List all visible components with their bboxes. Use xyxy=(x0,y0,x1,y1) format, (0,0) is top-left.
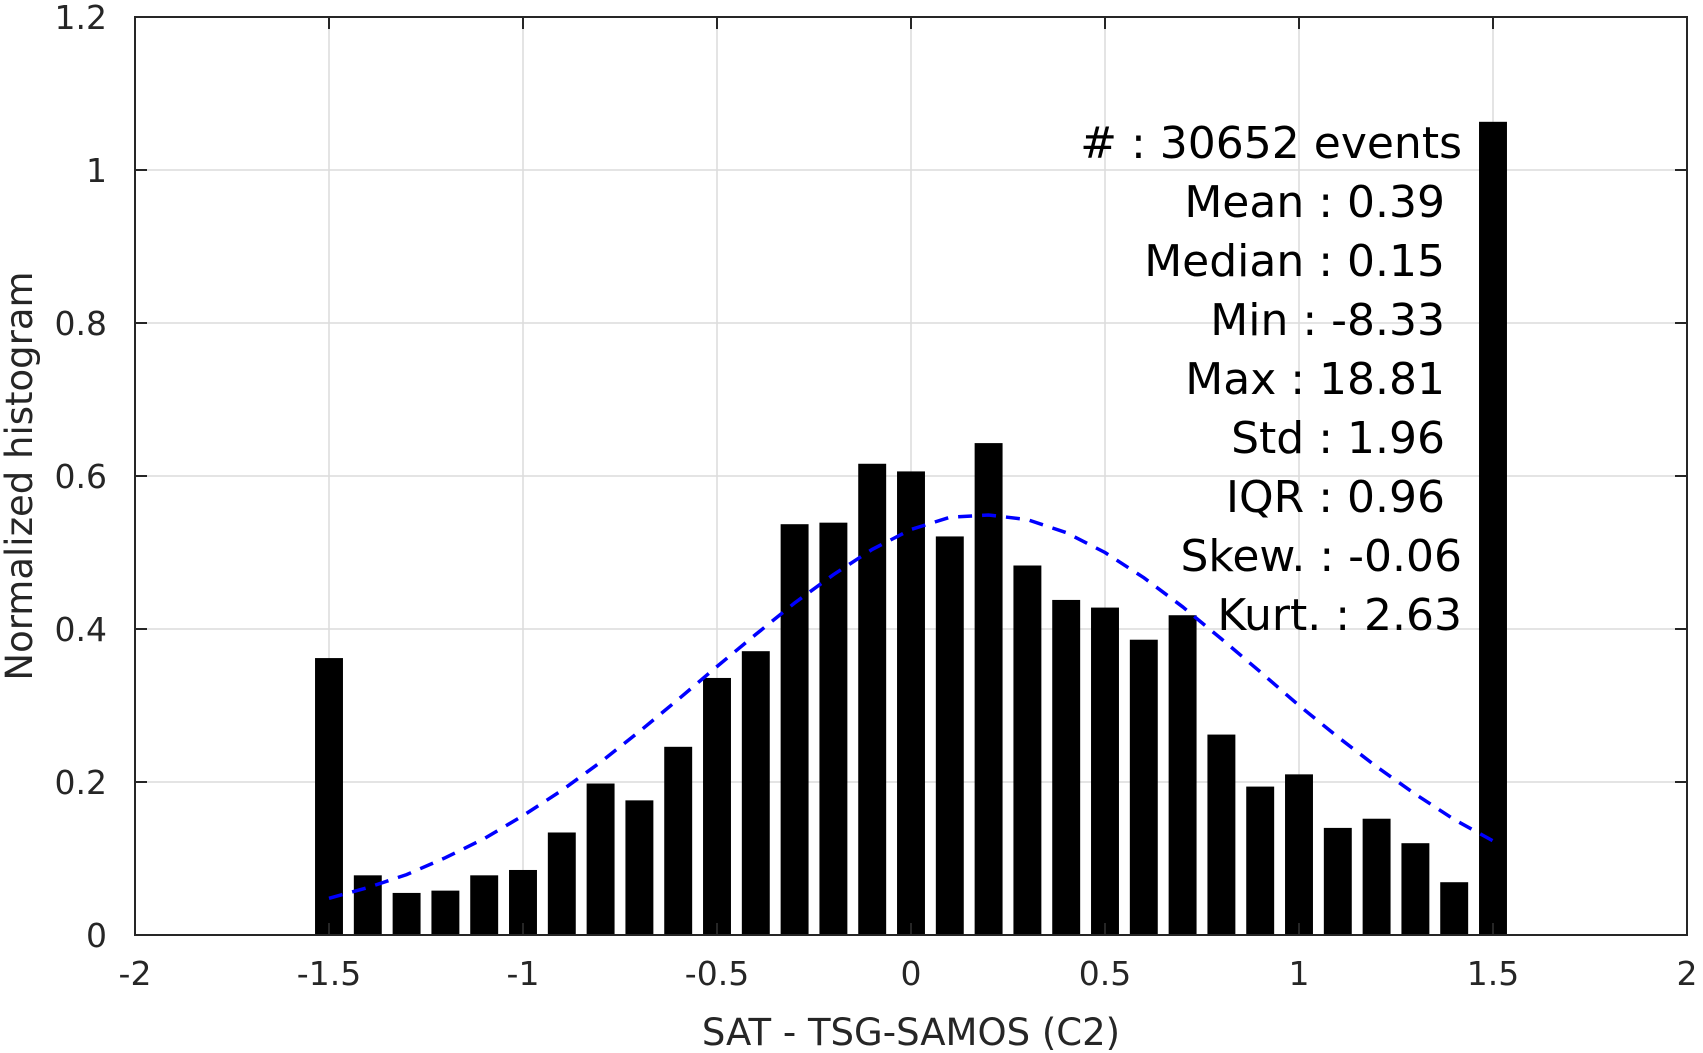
histogram-bar xyxy=(470,875,499,935)
histogram-bar xyxy=(935,536,964,935)
tick-labels: -2 -1.5 -1 -0.5 0 0.5 1 1.5 2 0 0.2 0.4 0.6 0.8 1 1.2 xyxy=(55,0,1698,993)
histogram-bar xyxy=(1013,565,1042,935)
y-tick-label: 0.4 xyxy=(55,610,107,649)
histogram-bar xyxy=(625,800,654,935)
stat-line: IQR : 0.96 xyxy=(1226,472,1445,523)
histogram-bar xyxy=(703,677,731,935)
x-tick-label: -0.5 xyxy=(685,954,749,993)
stat-line: Max : 18.81 xyxy=(1185,354,1445,405)
histogram-bar xyxy=(897,471,925,935)
axes xyxy=(134,16,1688,936)
histogram-bar xyxy=(1168,615,1197,935)
histogram-bar xyxy=(819,522,848,935)
x-tick-label: 0.5 xyxy=(1079,954,1131,993)
histogram-bar xyxy=(1129,639,1158,935)
statistics-annotation: # : 30652 events Mean : 0.39 Median : 0.15… xyxy=(1080,118,1462,641)
histogram-bar xyxy=(741,651,770,935)
y-tick-label: 1.2 xyxy=(55,0,107,37)
stat-line: Min : -8.33 xyxy=(1210,295,1445,346)
x-tick-label: 1 xyxy=(1289,954,1310,993)
histogram-bar xyxy=(1362,818,1391,935)
y-tick-label: 1 xyxy=(86,151,107,190)
histogram-bar xyxy=(780,524,809,935)
histogram-bar xyxy=(392,892,421,935)
histogram-bar xyxy=(1285,774,1313,935)
y-axis-title: Normalized histogram xyxy=(0,271,41,680)
y-tick-label: 0.6 xyxy=(55,457,107,496)
histogram-bar xyxy=(664,746,693,935)
histogram-bar xyxy=(1091,607,1119,935)
stat-line: Kurt. : 2.63 xyxy=(1217,590,1462,641)
x-tick-label: -1 xyxy=(507,954,540,993)
histogram-bar xyxy=(1440,882,1469,935)
x-axis-title: SAT - TSG-SAMOS (C2) xyxy=(702,1011,1120,1053)
histogram-bar xyxy=(1323,827,1352,935)
y-tick-label: 0.2 xyxy=(55,763,107,802)
histogram-bar xyxy=(1246,786,1275,935)
y-tick-label: 0 xyxy=(86,916,107,955)
histogram-bar xyxy=(1052,599,1081,935)
stat-line: Median : 0.15 xyxy=(1144,236,1445,287)
stat-line: Mean : 0.39 xyxy=(1184,177,1445,228)
histogram-bar xyxy=(1401,843,1430,935)
stat-line: # : 30652 events xyxy=(1080,118,1462,169)
histogram-bar xyxy=(858,463,887,935)
histogram-bars xyxy=(315,121,1507,936)
plot-frame xyxy=(134,16,1688,936)
histogram-bar xyxy=(1479,121,1507,936)
stat-line: Skew. : -0.06 xyxy=(1181,531,1463,582)
histogram-bar xyxy=(315,658,343,935)
y-tick-label: 0.8 xyxy=(55,304,107,343)
stat-line: Std : 1.96 xyxy=(1231,413,1445,464)
x-tick-label: 1.5 xyxy=(1467,954,1519,993)
x-tick-label: -1.5 xyxy=(297,954,361,993)
histogram-bar xyxy=(586,783,615,935)
x-tick-label: -2 xyxy=(119,954,152,993)
histogram-bar xyxy=(547,832,576,935)
x-tick-label: 0 xyxy=(901,954,922,993)
x-tick-label: 2 xyxy=(1677,954,1698,993)
histogram-bar xyxy=(974,443,1003,935)
histogram-bar xyxy=(1207,734,1236,935)
histogram-bar xyxy=(431,890,460,935)
